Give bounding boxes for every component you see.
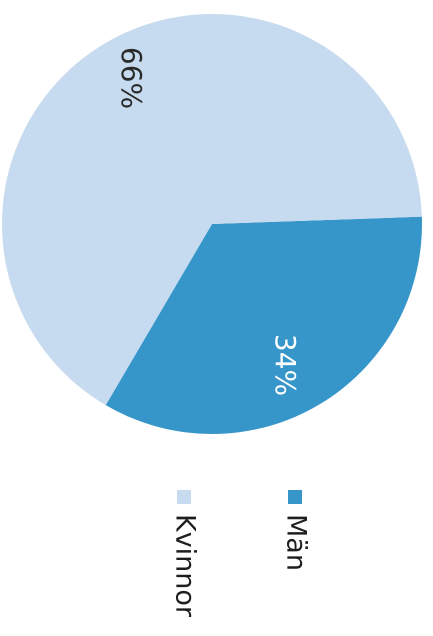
legend-swatch [288, 490, 302, 504]
pie-slice-man [105, 216, 422, 435]
legend: Män Kvinnor [170, 490, 312, 618]
slice-value-label: 34% [269, 334, 302, 396]
pie-slice-kvinnor [2, 14, 422, 406]
pie-group: 34% 66% [2, 14, 422, 435]
legend-label: Kvinnor [170, 514, 201, 618]
legend-label: Män [281, 514, 312, 571]
legend-swatch [177, 490, 191, 504]
slice-value-label: 66% [115, 47, 148, 109]
